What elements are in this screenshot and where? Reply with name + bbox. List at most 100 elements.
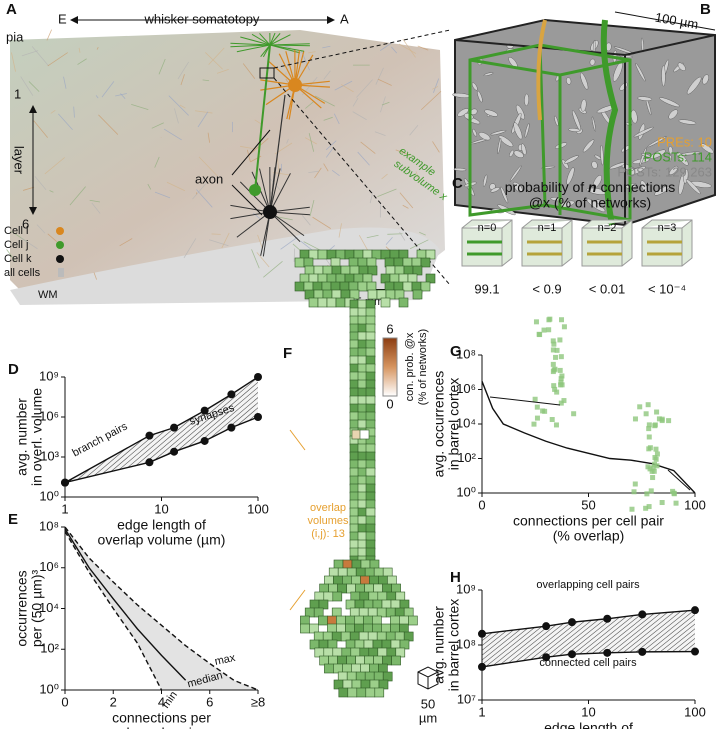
voxel <box>368 591 379 602</box>
voxel <box>420 257 431 268</box>
voxel <box>357 539 368 550</box>
hatch-line <box>158 377 258 483</box>
neurite <box>221 232 230 249</box>
voxel <box>357 419 368 430</box>
neurite <box>322 45 331 49</box>
voxel <box>337 655 347 666</box>
voxel <box>411 281 422 292</box>
neurite <box>209 239 229 247</box>
voxel <box>330 257 341 268</box>
inset-voxel <box>646 426 652 432</box>
series-line <box>64 531 163 691</box>
fiber <box>637 96 653 101</box>
neurite <box>399 231 406 241</box>
voxel <box>333 679 344 690</box>
neurite <box>205 52 223 70</box>
voxel <box>336 615 346 626</box>
voxel <box>313 265 324 276</box>
inset-voxel <box>559 317 565 323</box>
voxel <box>348 281 359 292</box>
data-point <box>227 390 236 399</box>
voxel <box>327 615 337 626</box>
voxel <box>355 583 365 594</box>
voxel <box>425 249 436 260</box>
voxel <box>360 679 371 690</box>
voxel <box>335 249 346 260</box>
fiber <box>654 185 670 196</box>
voxel <box>342 679 353 690</box>
data-point <box>61 478 69 487</box>
neurite <box>163 128 182 141</box>
inset-voxel <box>652 423 658 429</box>
neurite <box>263 261 283 278</box>
voxel <box>365 475 376 486</box>
voxel <box>359 647 370 658</box>
voxel <box>349 265 360 276</box>
inset-voxel <box>553 422 559 428</box>
voxel <box>357 331 368 342</box>
voxel <box>349 451 360 462</box>
voxel <box>373 671 384 682</box>
voxel <box>365 523 376 534</box>
hatch-line <box>521 610 695 667</box>
panel-label: C <box>452 175 463 192</box>
scale-label: µm <box>419 710 437 725</box>
voxel <box>308 249 319 260</box>
voxel <box>317 273 328 284</box>
y-tick-label: 10⁶ <box>456 381 476 396</box>
neurite <box>47 233 58 242</box>
voxel <box>357 315 368 326</box>
cell-k <box>263 205 277 219</box>
neurite <box>198 156 218 177</box>
voxel <box>328 655 338 666</box>
voxel <box>357 523 368 534</box>
layer-bottom: 6 <box>22 216 29 231</box>
voxel <box>349 483 360 494</box>
x-tick-label: 4 <box>158 694 165 709</box>
voxel <box>326 249 337 260</box>
voxel <box>389 273 400 284</box>
hatch-line <box>575 610 695 667</box>
voxel <box>349 331 360 342</box>
voxel <box>331 289 342 300</box>
voxel <box>332 647 343 658</box>
voxels <box>294 249 436 698</box>
neurite <box>33 120 48 138</box>
neurite <box>366 234 379 239</box>
voxel <box>321 281 332 292</box>
voxel <box>364 567 375 578</box>
voxel <box>395 647 406 658</box>
voxel <box>365 355 376 366</box>
hatch-line <box>569 610 695 667</box>
neurite <box>276 216 293 221</box>
neurite <box>28 81 40 92</box>
data-point <box>603 648 612 657</box>
colorbar-max: 6 <box>386 321 393 336</box>
neurite <box>381 101 390 106</box>
data-point <box>568 618 577 627</box>
voxel <box>369 575 379 586</box>
inset-voxel <box>653 446 659 452</box>
neurite <box>154 191 171 199</box>
voxel <box>333 663 343 674</box>
voxel <box>299 273 310 284</box>
voxel <box>386 647 397 658</box>
voxel <box>304 289 315 300</box>
neurite <box>177 61 189 80</box>
legend-label: Cell j <box>4 239 28 251</box>
x-axis-label: branch pair <box>126 725 196 729</box>
neurite <box>387 233 403 235</box>
title-part: probability of <box>505 179 588 195</box>
neurite <box>269 178 281 191</box>
voxel <box>353 249 364 260</box>
neurite <box>409 125 419 136</box>
y-tick-label: 10² <box>457 450 476 465</box>
inset-voxel <box>532 396 538 402</box>
panel-c: C probability of n connections @x (% of … <box>452 175 693 296</box>
voxel <box>340 631 351 642</box>
neurite <box>44 157 65 175</box>
voxel <box>373 655 383 666</box>
data-point <box>145 431 154 440</box>
series-line <box>64 526 259 691</box>
neurite <box>183 238 197 259</box>
